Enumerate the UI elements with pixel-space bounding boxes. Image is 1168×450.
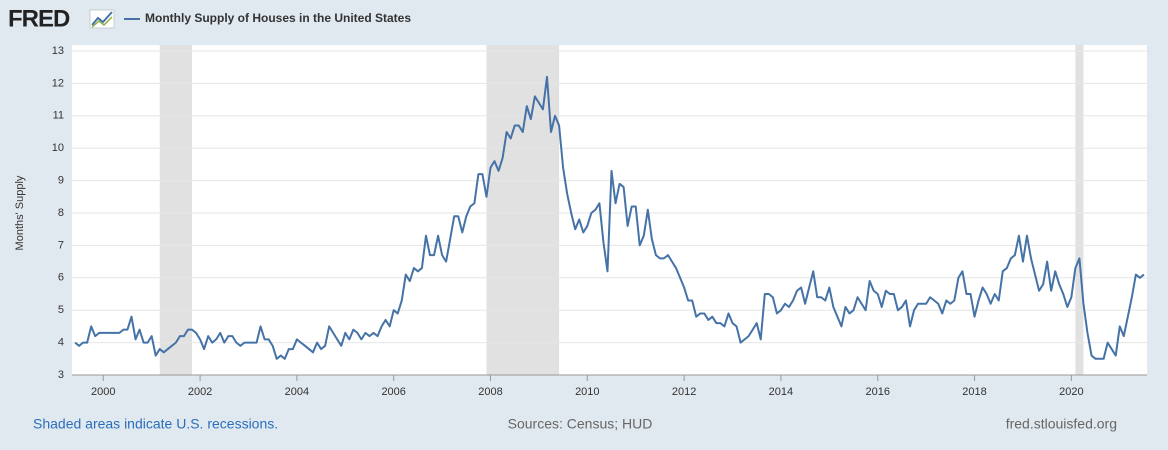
x-tick-label: 2016 xyxy=(865,386,889,398)
footer-note: Shaded areas indicate U.S. recessions. xyxy=(33,416,278,432)
x-tick-label: 2014 xyxy=(769,386,793,398)
recession-band xyxy=(159,45,192,375)
x-tick-label: 2008 xyxy=(478,386,502,398)
x-tick-label: 2012 xyxy=(672,386,696,398)
footer-url: fred.stlouisfed.org xyxy=(1006,416,1117,432)
y-tick-label: 5 xyxy=(58,304,64,316)
x-tick-label: 2018 xyxy=(962,386,986,398)
x-tick-label: 2020 xyxy=(1059,386,1083,398)
y-tick-label: 9 xyxy=(58,175,64,187)
y-tick-label: 12 xyxy=(52,77,64,89)
y-tick-label: 11 xyxy=(53,110,64,122)
y-axis-label: Months' Supply xyxy=(14,175,26,250)
y-tick-label: 6 xyxy=(58,272,64,284)
footer-sources: Sources: Census; HUD xyxy=(508,416,653,432)
x-tick-label: 2004 xyxy=(285,386,309,398)
x-tick-label: 2000 xyxy=(91,386,115,398)
y-tick-label: 4 xyxy=(58,337,64,349)
x-tick-label: 2010 xyxy=(575,386,599,398)
y-tick-label: 7 xyxy=(58,239,64,251)
y-tick-label: 3 xyxy=(58,369,64,381)
x-tick-label: 2006 xyxy=(381,386,405,398)
x-tick-label: 2002 xyxy=(188,386,212,398)
recession-band xyxy=(486,45,560,375)
y-tick-label: 13 xyxy=(52,45,64,57)
logo: FRED xyxy=(8,5,70,32)
legend-label: Monthly Supply of Houses in the United S… xyxy=(145,11,411,25)
recession-band xyxy=(1075,45,1084,375)
y-tick-label: 8 xyxy=(58,207,64,219)
series-line xyxy=(74,75,1145,360)
y-tick-label: 10 xyxy=(52,142,64,154)
logo-icon xyxy=(89,9,115,29)
